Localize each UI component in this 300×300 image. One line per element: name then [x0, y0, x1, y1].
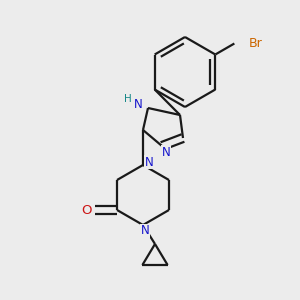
Text: N: N: [145, 155, 153, 169]
Text: N: N: [141, 224, 149, 238]
Text: H: H: [124, 94, 132, 104]
Text: O: O: [81, 203, 91, 217]
Text: Br: Br: [248, 37, 262, 50]
Text: N: N: [162, 146, 170, 158]
Text: N: N: [134, 98, 142, 112]
